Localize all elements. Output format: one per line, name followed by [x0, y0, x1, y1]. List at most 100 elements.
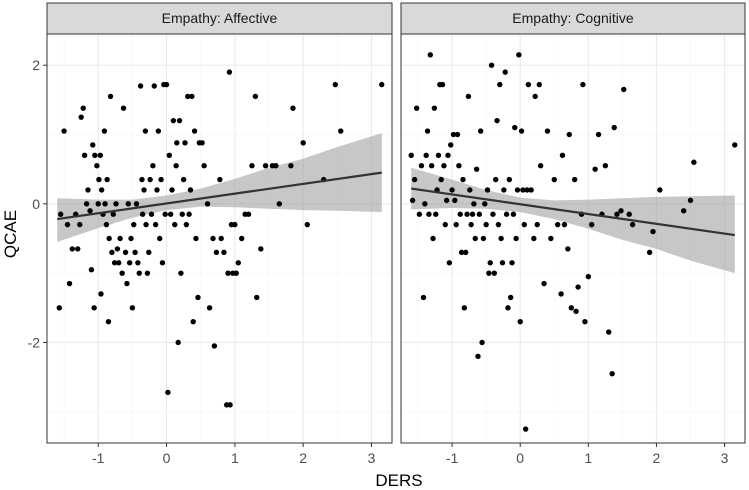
data-point [477, 128, 484, 134]
data-point [94, 163, 100, 169]
data-point [490, 211, 496, 217]
data-point [126, 260, 133, 266]
data-point [88, 266, 95, 273]
data-point [467, 187, 473, 193]
data-point [510, 211, 517, 217]
data-point [110, 211, 116, 217]
data-point [227, 402, 233, 408]
strip-title: Empathy: Cognitive [512, 10, 634, 26]
data-point [103, 221, 110, 228]
data-point [427, 52, 433, 58]
data-point [190, 318, 196, 325]
data-point [595, 131, 602, 138]
data-point [91, 305, 97, 311]
data-point [456, 163, 462, 169]
data-point [252, 93, 259, 100]
data-point [505, 305, 511, 311]
panel-border [400, 33, 746, 444]
data-point [499, 260, 506, 266]
y-tick-label: 2 [32, 57, 40, 73]
data-point [551, 176, 557, 183]
y-axis-title: QCAE [1, 210, 20, 258]
data-point [180, 176, 187, 183]
data-point [585, 273, 592, 280]
data-point [534, 221, 540, 228]
data-point [454, 131, 461, 138]
y-tick-label: 0 [32, 196, 40, 212]
data-point [178, 270, 184, 276]
data-point [732, 142, 738, 148]
data-point [528, 187, 534, 193]
data-point [516, 52, 522, 58]
data-point [144, 270, 151, 276]
data-point [537, 163, 544, 169]
data-point [101, 128, 108, 134]
strip-header [46, 2, 393, 35]
data-point [175, 339, 181, 346]
data-point [476, 211, 483, 217]
data-point [102, 201, 108, 207]
data-point [210, 235, 216, 242]
data-point [106, 235, 112, 242]
data-point [568, 305, 574, 311]
data-point [80, 105, 86, 111]
data-point [621, 86, 627, 93]
data-point [96, 176, 102, 183]
data-point [629, 221, 636, 228]
data-point [441, 163, 447, 169]
data-point [179, 211, 185, 217]
data-point [193, 235, 199, 242]
data-point [691, 159, 697, 165]
data-point [426, 211, 432, 217]
data-point [482, 201, 488, 207]
data-point [95, 201, 101, 207]
panel-border [46, 33, 393, 444]
data-point [461, 305, 468, 311]
data-point [575, 284, 581, 290]
data-point [413, 105, 420, 111]
data-point [431, 105, 438, 111]
data-point [151, 83, 157, 89]
data-point [304, 221, 310, 228]
data-point [167, 211, 174, 217]
regression-line [57, 171, 382, 221]
data-point [479, 339, 485, 346]
data-point [453, 221, 459, 228]
data-point [166, 152, 172, 159]
data-point [491, 270, 498, 276]
data-point [158, 176, 164, 183]
x-axis-title: DERS [375, 471, 422, 490]
data-point [408, 152, 414, 159]
data-point [81, 152, 88, 159]
data-point [120, 105, 127, 111]
data-point [113, 201, 119, 207]
data-point [235, 260, 241, 266]
data-point [416, 211, 423, 217]
data-point [473, 166, 480, 172]
data-point [650, 228, 656, 235]
data-point [249, 163, 255, 169]
data-point [487, 260, 493, 266]
data-point [611, 124, 617, 131]
data-point [524, 187, 530, 193]
data-point [618, 208, 624, 214]
data-point [501, 187, 507, 193]
data-point [525, 81, 532, 88]
data-point [517, 318, 523, 325]
data-point [162, 211, 168, 217]
data-point [122, 249, 129, 256]
data-point [172, 221, 178, 228]
data-point [125, 201, 131, 207]
data-point [411, 176, 418, 183]
data-point [189, 93, 195, 100]
data-point [536, 81, 542, 88]
data-point [423, 152, 429, 159]
data-point [290, 105, 296, 111]
data-point [469, 211, 476, 217]
data-point [488, 62, 495, 68]
data-point [503, 211, 510, 217]
data-point [602, 163, 609, 169]
data-point [232, 221, 238, 228]
